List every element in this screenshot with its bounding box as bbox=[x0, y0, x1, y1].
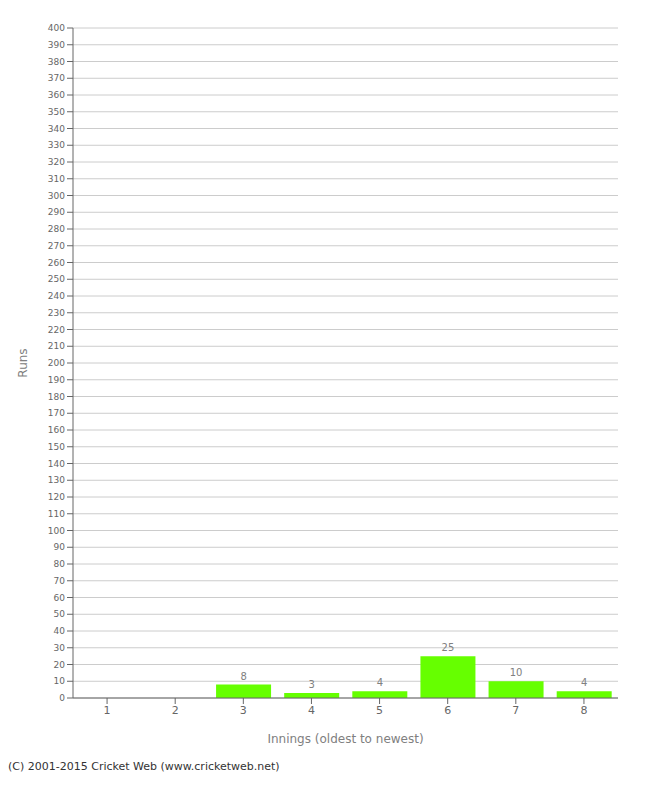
svg-text:8: 8 bbox=[580, 704, 587, 717]
svg-text:1: 1 bbox=[104, 704, 111, 717]
svg-text:200: 200 bbox=[48, 358, 65, 368]
svg-text:90: 90 bbox=[54, 542, 66, 552]
svg-text:350: 350 bbox=[48, 107, 65, 117]
svg-text:25: 25 bbox=[442, 642, 455, 653]
svg-text:3: 3 bbox=[240, 704, 247, 717]
svg-text:220: 220 bbox=[48, 325, 65, 335]
svg-text:170: 170 bbox=[48, 408, 65, 418]
svg-text:140: 140 bbox=[48, 459, 65, 469]
svg-text:240: 240 bbox=[48, 291, 65, 301]
svg-text:4: 4 bbox=[581, 677, 587, 688]
svg-text:8: 8 bbox=[240, 671, 246, 682]
svg-text:60: 60 bbox=[54, 593, 66, 603]
svg-text:40: 40 bbox=[54, 626, 66, 636]
svg-text:150: 150 bbox=[48, 442, 65, 452]
svg-text:Runs: Runs bbox=[16, 348, 30, 377]
svg-text:180: 180 bbox=[48, 392, 65, 402]
svg-text:300: 300 bbox=[48, 191, 65, 201]
svg-text:10: 10 bbox=[54, 676, 66, 686]
svg-text:360: 360 bbox=[48, 90, 65, 100]
svg-text:330: 330 bbox=[48, 140, 65, 150]
svg-text:280: 280 bbox=[48, 224, 65, 234]
svg-text:270: 270 bbox=[48, 241, 65, 251]
svg-text:310: 310 bbox=[48, 174, 65, 184]
svg-text:130: 130 bbox=[48, 475, 65, 485]
svg-text:2: 2 bbox=[172, 704, 179, 717]
svg-text:5: 5 bbox=[376, 704, 383, 717]
svg-text:380: 380 bbox=[48, 57, 65, 67]
svg-text:4: 4 bbox=[308, 704, 315, 717]
svg-text:30: 30 bbox=[54, 643, 66, 653]
svg-text:20: 20 bbox=[54, 660, 66, 670]
svg-text:Innings (oldest to newest): Innings (oldest to newest) bbox=[267, 732, 423, 746]
svg-text:100: 100 bbox=[48, 526, 65, 536]
svg-text:400: 400 bbox=[48, 23, 65, 33]
svg-text:0: 0 bbox=[59, 693, 65, 703]
svg-text:7: 7 bbox=[512, 704, 519, 717]
svg-text:4: 4 bbox=[377, 677, 383, 688]
svg-text:70: 70 bbox=[54, 576, 66, 586]
svg-text:340: 340 bbox=[48, 124, 65, 134]
svg-text:390: 390 bbox=[48, 40, 65, 50]
svg-text:230: 230 bbox=[48, 308, 65, 318]
svg-text:210: 210 bbox=[48, 341, 65, 351]
html-text:(C) 2001-2015 Cricket Web (www: (C) 2001-2015 Cricket Web (www.cricketwe… bbox=[8, 760, 280, 773]
svg-text:320: 320 bbox=[48, 157, 65, 167]
svg-text:120: 120 bbox=[48, 492, 65, 502]
svg-text:370: 370 bbox=[48, 73, 65, 83]
svg-text:160: 160 bbox=[48, 425, 65, 435]
svg-text:290: 290 bbox=[48, 207, 65, 217]
svg-text:190: 190 bbox=[48, 375, 65, 385]
svg-text:260: 260 bbox=[48, 258, 65, 268]
svg-text:50: 50 bbox=[54, 609, 66, 619]
svg-text:110: 110 bbox=[48, 509, 65, 519]
svg-text:250: 250 bbox=[48, 274, 65, 284]
svg-text:6: 6 bbox=[444, 704, 451, 717]
svg-text:3: 3 bbox=[309, 679, 315, 690]
svg-text:10: 10 bbox=[510, 667, 523, 678]
svg-text:80: 80 bbox=[54, 559, 66, 569]
